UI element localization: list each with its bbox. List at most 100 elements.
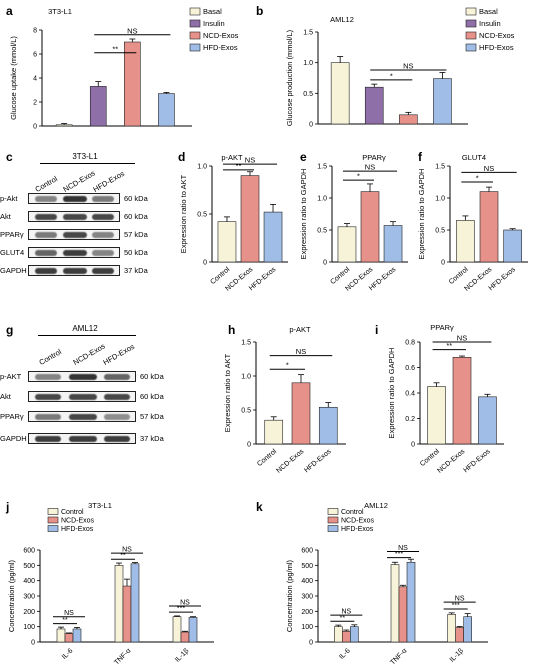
chart-title: PPARγ <box>362 153 386 162</box>
lane-label-hfd-exos: HFD-Exos <box>91 168 126 194</box>
protein-label-akt: Akt <box>0 392 11 401</box>
bar-control <box>172 616 182 643</box>
y-tick-label: 300 <box>301 594 313 601</box>
y-tick-label: 0.5 <box>197 212 207 219</box>
band <box>104 436 130 442</box>
bar-ncd-exos <box>240 175 260 263</box>
bar-ncd-exos <box>398 586 408 643</box>
y-tick-label: 1.0 <box>241 374 251 381</box>
y-tick-label: 1.5 <box>303 30 313 37</box>
band <box>63 250 87 256</box>
x-tick-label-control: Control <box>256 448 278 468</box>
legend-label-ncd-exos: NCD-Exos <box>203 31 239 40</box>
legend-label-insulin: Insulin <box>203 19 225 28</box>
bar-hfd-exos <box>478 396 497 445</box>
significance-label: ** <box>112 44 118 53</box>
x-tick-label-il-6: IL-6 <box>338 647 352 661</box>
bar-control <box>456 220 475 263</box>
blot-title-line <box>40 163 135 164</box>
y-tick-label: 0 <box>309 122 313 129</box>
lane-label-hfd-exos: HFD-Exos <box>101 341 136 367</box>
significance-label: NS <box>403 62 413 71</box>
chart-glucose-uptake: 0 2 4 6 8 Glucose uptake (mmol/L) 3T3-L1 ** NS Ba… <box>9 7 239 131</box>
y-tick-label: 0 <box>411 442 415 449</box>
blot-row-p-akt <box>28 193 120 204</box>
significance-label: * <box>286 361 289 370</box>
y-tick-label: 0.2 <box>405 416 415 423</box>
blot-title-line <box>38 335 136 336</box>
blot-title: AML12 <box>72 324 98 333</box>
y-tick-label: 4 <box>33 76 37 83</box>
chart-ppar-gamma-3t3l1: 0 0.5 1.0 1.5 Expression ratio to GAPDH PPARγ… <box>299 153 408 293</box>
legend-swatch-basal <box>189 7 201 16</box>
bar-hfd-exos <box>188 617 198 643</box>
band <box>35 268 57 274</box>
band <box>35 414 61 420</box>
band <box>92 268 114 274</box>
band <box>104 394 130 400</box>
legend-label-hfd-exos: HFD-Exos <box>479 43 514 52</box>
legend-label-control: Control <box>341 509 364 516</box>
y-axis-label: Expression ratio to GAPDH <box>299 169 308 260</box>
legend-label-ncd-exos: NCD-Exos <box>61 518 95 525</box>
significance-label: NS <box>365 163 375 172</box>
y-tick-label: 0.5 <box>303 91 313 98</box>
legend-swatch-ncd-exos <box>465 31 477 40</box>
x-tick-label-control: Control <box>448 266 470 286</box>
bar-ncd-exos <box>452 356 472 445</box>
chart-title: p-AKT <box>289 325 311 334</box>
bar-control <box>217 221 237 263</box>
significance-label: ** <box>62 617 68 624</box>
lane-label-control: Control <box>37 347 63 367</box>
bar-control <box>427 386 446 445</box>
bar-ncd-exos <box>342 630 351 643</box>
legend-swatch-ncd-exos <box>47 516 59 524</box>
significance-label: *** <box>395 551 403 558</box>
kda-label: 37 kDa <box>124 266 148 275</box>
chart-glut4-3t3l1: 0 0.5 1.0 1.5 Expression ratio to GAPDH GLUT4… <box>417 153 528 293</box>
band <box>92 196 114 202</box>
significance-label: * <box>390 71 393 80</box>
bar-hfd-exos <box>463 616 472 643</box>
legend-label-hfd-exos: HFD-Exos <box>341 526 374 533</box>
protein-label-gapdh: GAPDH <box>0 266 27 275</box>
significance-label: * <box>476 174 479 183</box>
bar-hfd-exos <box>130 563 140 643</box>
blot-row-akt <box>28 391 136 402</box>
band <box>63 196 87 202</box>
legend-label-insulin: Insulin <box>479 19 501 28</box>
legend-swatch-hfd-exos <box>327 525 339 532</box>
y-axis-label: Expression ratio to GAPDH <box>387 348 396 439</box>
significance-label: ** <box>446 341 452 350</box>
legend-swatch-hfd-exos <box>189 43 201 52</box>
y-tick-label: 0.4 <box>405 391 415 398</box>
panel-letter-c: c <box>6 150 13 164</box>
bar-basal <box>55 124 73 127</box>
y-axis-label: Glucose uptake (mmol/L) <box>9 36 18 120</box>
band <box>35 196 57 202</box>
x-tick-label-il-1: IL-1β <box>174 647 190 663</box>
bar-ncd-exos <box>291 382 311 445</box>
bar-control <box>56 628 66 643</box>
kda-label: 60 kDa <box>140 372 164 381</box>
bar-control <box>114 565 124 643</box>
blot-row-ppar-gamma <box>28 229 120 240</box>
bar-hfd-exos <box>318 406 338 445</box>
kda-label: 37 kDa <box>140 434 164 443</box>
band <box>104 374 130 380</box>
x-tick-label-tnf: TNF-α <box>113 647 132 666</box>
blot-row-gapdh <box>28 433 136 444</box>
chart-p-akt-aml12: 0 0.5 1.0 1.5 Expression ratio to AKT p-AKT Co… <box>223 325 346 475</box>
blot-row-akt <box>28 211 120 222</box>
chart-title: GLUT4 <box>462 153 486 162</box>
panel-letter-j: j <box>6 500 10 514</box>
bar-hfd-exos <box>72 628 82 643</box>
x-tick-label-hfd-exos: HFD-Exos <box>488 266 518 292</box>
legend-swatch-ncd-exos <box>327 516 339 524</box>
y-tick-label: 0.5 <box>317 228 327 235</box>
band <box>92 250 114 256</box>
band <box>69 374 97 380</box>
band <box>35 232 57 238</box>
x-tick-label-ncd-exos: NCD-Exos <box>275 448 305 475</box>
